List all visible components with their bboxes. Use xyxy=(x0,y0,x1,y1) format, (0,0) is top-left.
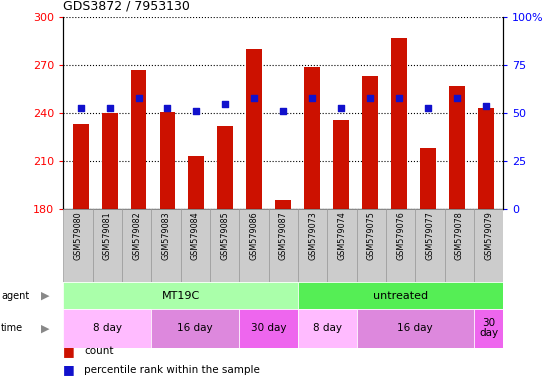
Bar xyxy=(189,157,205,209)
Point xyxy=(250,95,258,101)
Bar xyxy=(239,209,268,282)
Bar xyxy=(444,209,474,282)
Bar xyxy=(63,309,151,348)
Point xyxy=(366,95,375,101)
Point xyxy=(163,104,172,111)
Point xyxy=(105,104,114,111)
Text: GSM579083: GSM579083 xyxy=(161,212,170,260)
Bar xyxy=(130,70,146,209)
Text: count: count xyxy=(84,346,114,356)
Text: 16 day: 16 day xyxy=(178,323,213,333)
Point xyxy=(424,104,432,111)
Bar xyxy=(478,109,494,209)
Bar xyxy=(276,200,291,209)
Point xyxy=(76,104,85,111)
Bar xyxy=(356,309,474,348)
Bar xyxy=(151,309,239,348)
Text: GSM579080: GSM579080 xyxy=(73,212,82,260)
Bar xyxy=(63,209,92,282)
Bar xyxy=(304,67,320,209)
Text: time: time xyxy=(1,323,23,333)
Bar xyxy=(333,120,349,209)
Point xyxy=(192,108,201,114)
Text: GSM579081: GSM579081 xyxy=(103,212,112,260)
Bar xyxy=(239,309,298,348)
Bar xyxy=(474,309,503,348)
Bar xyxy=(420,149,436,209)
Point xyxy=(134,95,143,101)
Text: GSM579085: GSM579085 xyxy=(220,212,229,260)
Text: GSM579084: GSM579084 xyxy=(191,212,200,260)
Bar xyxy=(73,124,89,209)
Text: GSM579076: GSM579076 xyxy=(396,212,405,260)
Point xyxy=(221,101,230,107)
Bar xyxy=(386,209,415,282)
Bar xyxy=(298,209,327,282)
Text: ■: ■ xyxy=(63,363,75,376)
Text: percentile rank within the sample: percentile rank within the sample xyxy=(84,365,260,375)
Text: ▶: ▶ xyxy=(41,291,50,301)
Text: ■: ■ xyxy=(63,345,75,358)
Bar xyxy=(391,38,407,209)
Text: GSM579078: GSM579078 xyxy=(455,212,464,260)
Bar xyxy=(180,209,210,282)
Text: GSM579079: GSM579079 xyxy=(484,212,493,260)
Bar xyxy=(217,126,233,209)
Text: 16 day: 16 day xyxy=(398,323,433,333)
Point xyxy=(395,95,404,101)
Text: 8 day: 8 day xyxy=(313,323,342,333)
Bar xyxy=(298,282,503,309)
Point xyxy=(337,104,345,111)
Text: GSM579086: GSM579086 xyxy=(249,212,258,260)
Bar xyxy=(415,209,444,282)
Text: GDS3872 / 7953130: GDS3872 / 7953130 xyxy=(63,0,190,12)
Point xyxy=(279,108,288,114)
Bar xyxy=(356,209,386,282)
Bar xyxy=(102,113,118,209)
Bar xyxy=(449,86,465,209)
Text: GSM579073: GSM579073 xyxy=(308,212,317,260)
Text: GSM579087: GSM579087 xyxy=(279,212,288,260)
Text: ▶: ▶ xyxy=(41,323,50,333)
Text: agent: agent xyxy=(1,291,29,301)
Bar xyxy=(246,49,262,209)
Text: 30 day: 30 day xyxy=(251,323,287,333)
Text: 30
day: 30 day xyxy=(479,318,498,338)
Text: GSM579082: GSM579082 xyxy=(132,212,141,260)
Bar xyxy=(210,209,239,282)
Bar xyxy=(151,209,180,282)
Text: GSM579075: GSM579075 xyxy=(367,212,376,260)
Bar xyxy=(327,209,356,282)
Bar xyxy=(298,309,356,348)
Bar xyxy=(92,209,122,282)
Text: untreated: untreated xyxy=(373,291,428,301)
Point xyxy=(453,95,461,101)
Bar xyxy=(268,209,298,282)
Bar xyxy=(474,209,503,282)
Bar xyxy=(362,76,378,209)
Bar xyxy=(63,282,298,309)
Bar xyxy=(160,112,175,209)
Text: GSM579077: GSM579077 xyxy=(425,212,435,260)
Bar xyxy=(122,209,151,282)
Point xyxy=(308,95,317,101)
Text: GSM579074: GSM579074 xyxy=(337,212,346,260)
Text: MT19C: MT19C xyxy=(162,291,200,301)
Point xyxy=(481,103,490,109)
Text: 8 day: 8 day xyxy=(93,323,122,333)
